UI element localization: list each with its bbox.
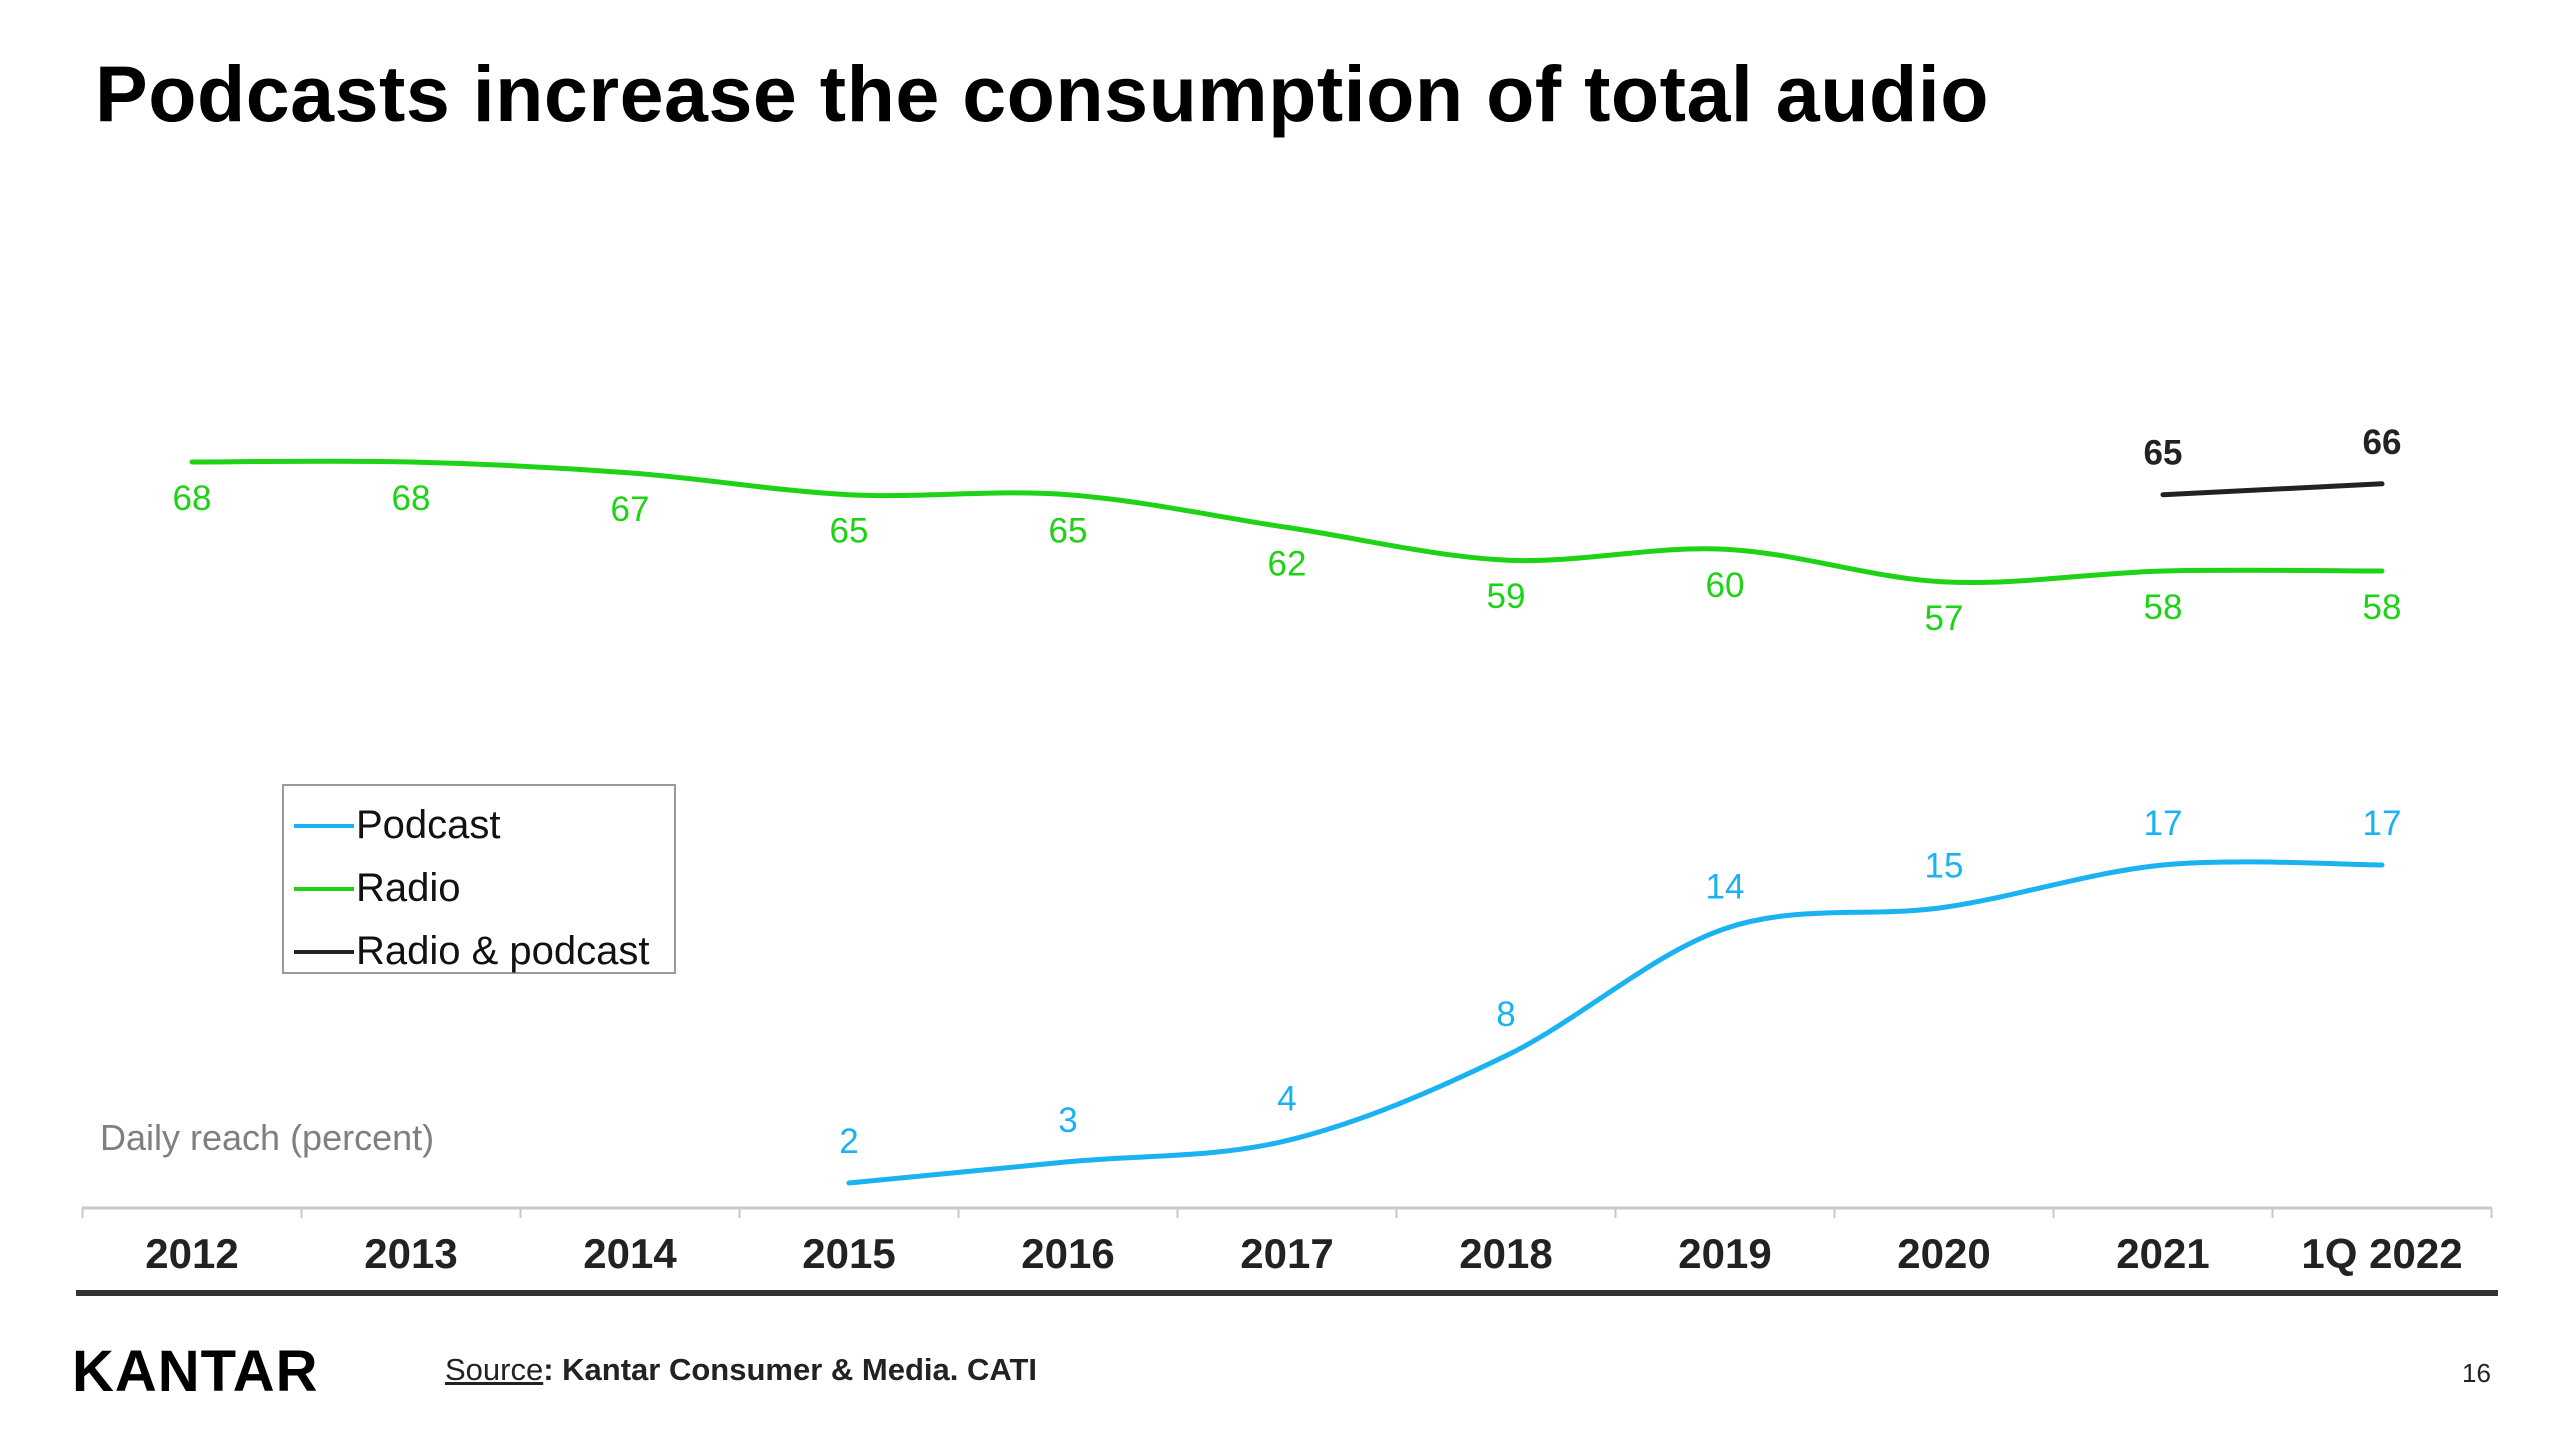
data-label-podcast: 17 bbox=[2363, 804, 2402, 843]
source-label: Source bbox=[445, 1352, 544, 1387]
legend-swatch-podcast bbox=[294, 823, 354, 828]
legend-item-podcast: Podcast bbox=[284, 794, 674, 857]
x-tick-label: 2021 bbox=[2116, 1230, 2209, 1277]
data-label-podcast: 3 bbox=[1058, 1101, 1077, 1140]
x-tick-label: 2020 bbox=[1897, 1230, 1990, 1277]
legend-label-radio-and-podcast: Radio & podcast bbox=[356, 929, 650, 973]
legend-swatch-radio-and-podcast bbox=[294, 949, 354, 954]
data-label-podcast: 15 bbox=[1925, 846, 1964, 885]
data-label-radio-podcast: 65 bbox=[2144, 434, 2183, 473]
data-label-radio: 65 bbox=[830, 512, 869, 551]
data-label-podcast: 4 bbox=[1277, 1080, 1296, 1119]
x-tick-label: 2015 bbox=[802, 1230, 895, 1277]
x-tick-label: 2012 bbox=[145, 1230, 238, 1277]
data-label-radio-podcast: 66 bbox=[2363, 423, 2402, 462]
legend-label-radio: Radio bbox=[356, 866, 461, 910]
x-tick-label: 2016 bbox=[1021, 1230, 1114, 1277]
series-line-podcast bbox=[846, 859, 2385, 1186]
x-tick-label: 2017 bbox=[1240, 1230, 1333, 1277]
y-axis-caption: Daily reach (percent) bbox=[100, 1117, 435, 1158]
data-label-radio: 58 bbox=[2363, 588, 2402, 627]
x-tick-label: 2019 bbox=[1678, 1230, 1771, 1277]
legend-item-radio-and-podcast: Radio & podcast bbox=[284, 920, 674, 983]
logo-text: KANTAR bbox=[72, 1339, 319, 1404]
legend-item-radio: Radio bbox=[284, 857, 674, 920]
data-label-radio: 68 bbox=[173, 479, 212, 518]
page-title: Podcasts increase the consumption of tot… bbox=[95, 49, 1989, 138]
x-tick-label: 1Q 2022 bbox=[2301, 1230, 2462, 1277]
data-label-radio: 68 bbox=[392, 479, 431, 518]
data-label-podcast: 8 bbox=[1496, 995, 1515, 1034]
legend-label-podcast: Podcast bbox=[356, 803, 501, 847]
data-label-radio: 62 bbox=[1268, 544, 1307, 583]
chart-legend: Podcast Radio Radio & podcast bbox=[282, 784, 676, 974]
data-label-radio: 57 bbox=[1925, 599, 1964, 638]
data-label-podcast: 2 bbox=[839, 1122, 858, 1161]
data-label-radio: 59 bbox=[1487, 577, 1526, 616]
data-label-podcast: 17 bbox=[2144, 804, 2183, 843]
page-number: 16 bbox=[2462, 1358, 2491, 1388]
source-text: : Kantar Consumer & Media. CATI bbox=[543, 1352, 1037, 1387]
kantar-logo: KANTAR bbox=[72, 1338, 319, 1405]
data-label-radio: 58 bbox=[2144, 588, 2183, 627]
data-label-radio: 65 bbox=[1049, 512, 1088, 551]
series-line-radio-podcast bbox=[2160, 481, 2385, 498]
x-tick-label: 2018 bbox=[1459, 1230, 1552, 1277]
x-tick-label: 2013 bbox=[364, 1230, 457, 1277]
data-label-radio: 60 bbox=[1706, 566, 1745, 605]
x-tick-label: 2014 bbox=[583, 1230, 677, 1277]
data-label-podcast: 14 bbox=[1706, 868, 1745, 907]
series-line-radio bbox=[189, 458, 2385, 586]
source-note: Source: Kantar Consumer & Media. CATI bbox=[445, 1352, 1037, 1388]
legend-swatch-radio bbox=[294, 886, 354, 891]
data-label-radio: 67 bbox=[611, 490, 650, 529]
